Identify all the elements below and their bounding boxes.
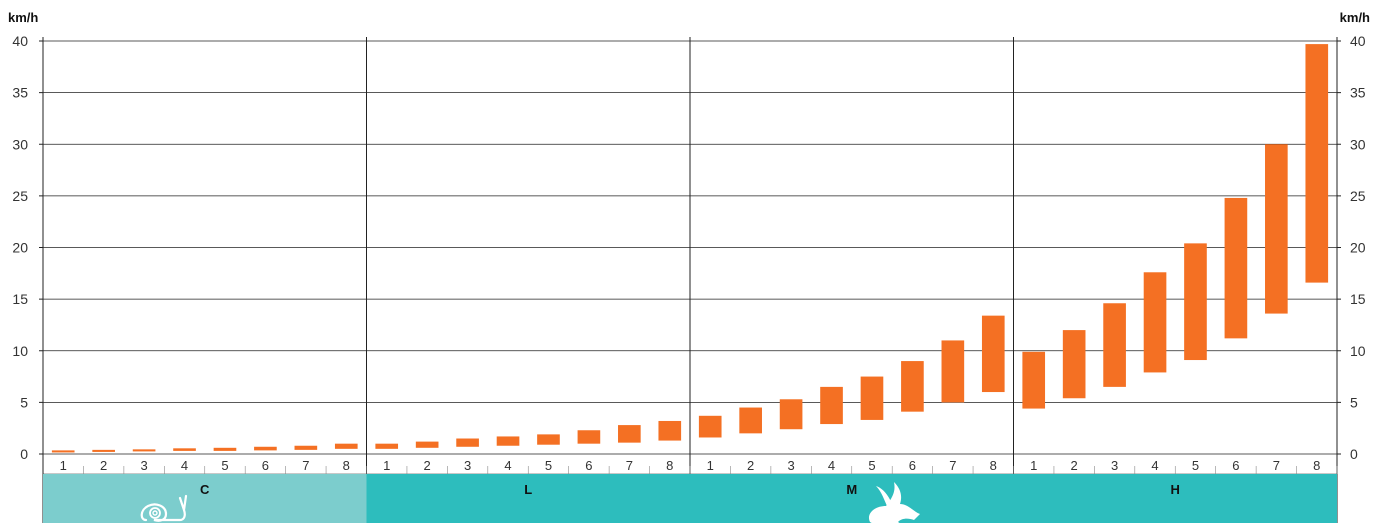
range-band (43, 474, 1337, 523)
y-axis-unit-right: km/h (1340, 10, 1370, 25)
speed-bar-h-4 (1143, 272, 1167, 373)
y-tick-label-right: 40 (1350, 33, 1366, 49)
speed-bar-l-4 (496, 436, 520, 446)
speed-bar-c-1 (51, 450, 75, 453)
gear-label: 8 (666, 458, 673, 473)
range-label-h: H (1171, 482, 1180, 497)
range-label-c: C (200, 482, 210, 497)
speed-bar-h-8 (1305, 44, 1329, 283)
y-tick-label-right: 5 (1350, 394, 1358, 410)
gear-label: 5 (1192, 458, 1199, 473)
gear-label: 5 (221, 458, 228, 473)
y-tick-label-right: 20 (1350, 240, 1366, 256)
gear-label: 4 (181, 458, 188, 473)
y-tick-label-right: 15 (1350, 291, 1366, 307)
gear-label: 5 (868, 458, 875, 473)
speed-bar-c-4 (173, 448, 196, 451)
speed-bar-c-8 (334, 443, 358, 449)
gear-label: 2 (424, 458, 431, 473)
gear-label: 4 (828, 458, 835, 473)
speed-bar-l-7 (618, 425, 641, 443)
gear-label: 1 (383, 458, 390, 473)
speed-bar-h-1 (1022, 351, 1046, 409)
speed-bar-m-2 (739, 407, 762, 434)
gear-label: 6 (1232, 458, 1239, 473)
speed-bar-h-2 (1062, 330, 1086, 399)
y-tick-label-left: 15 (12, 291, 28, 307)
gear-label: 1 (60, 458, 67, 473)
speed-bar-c-6 (254, 446, 277, 451)
range-band-l (366, 474, 690, 523)
y-axis-unit-left: km/h (8, 10, 38, 25)
range-band-h (1013, 474, 1337, 523)
y-tick-label-left: 5 (20, 394, 28, 410)
y-tick-label-left: 0 (20, 446, 28, 462)
y-tick-label-right: 25 (1350, 188, 1366, 204)
range-label-m: M (846, 482, 857, 497)
speed-bars (51, 44, 1329, 453)
gear-label: 6 (909, 458, 916, 473)
y-tick-label-right: 30 (1350, 136, 1366, 152)
range-band-m (690, 474, 1014, 523)
gear-label: 3 (787, 458, 794, 473)
gear-label: 6 (585, 458, 592, 473)
gear-label: 7 (949, 458, 956, 473)
gear-label: 1 (707, 458, 714, 473)
y-tick-label-right: 35 (1350, 85, 1366, 101)
speed-bar-m-4 (820, 386, 843, 425)
y-tick-label-left: 35 (12, 85, 28, 101)
speed-bar-m-1 (698, 415, 722, 438)
speed-bar-c-7 (294, 445, 318, 450)
speed-bar-l-2 (415, 441, 439, 448)
gear-label: 3 (464, 458, 471, 473)
gear-label: 7 (626, 458, 633, 473)
y-tick-label-left: 30 (12, 136, 28, 152)
speed-bar-h-3 (1103, 303, 1126, 387)
speed-bar-c-2 (92, 449, 115, 452)
gear-label: 8 (990, 458, 997, 473)
speed-bar-l-1 (375, 443, 399, 449)
gear-label: 3 (140, 458, 147, 473)
speed-bar-c-5 (213, 447, 237, 451)
speed-bar-h-5 (1184, 243, 1207, 361)
gear-label: 2 (747, 458, 754, 473)
speed-bar-l-5 (537, 434, 560, 445)
gear-label: 7 (1273, 458, 1280, 473)
gear-label: 4 (504, 458, 511, 473)
gear-label: 1 (1030, 458, 1037, 473)
gear-label: 4 (1151, 458, 1158, 473)
speed-bar-l-3 (456, 438, 479, 447)
speed-bar-m-3 (779, 399, 803, 430)
gear-label: 7 (302, 458, 309, 473)
speed-bar-m-5 (860, 376, 884, 420)
y-tick-label-left: 40 (12, 33, 28, 49)
gridlines (39, 37, 1341, 523)
speed-bar-h-7 (1265, 144, 1288, 314)
speed-bar-m-8 (981, 315, 1005, 393)
gear-label: 2 (1071, 458, 1078, 473)
speed-bar-m-6 (901, 361, 924, 412)
range-label-l: L (524, 482, 532, 497)
speed-bar-h-6 (1224, 197, 1248, 339)
speed-bar-l-8 (658, 420, 682, 441)
speed-bar-c-3 (132, 449, 156, 452)
snail-icon (140, 494, 188, 522)
y-tick-label-left: 10 (12, 343, 28, 359)
gear-label: 8 (343, 458, 350, 473)
gear-label: 5 (545, 458, 552, 473)
gear-label: 6 (262, 458, 269, 473)
y-tick-label-left: 20 (12, 240, 28, 256)
gear-label: 2 (100, 458, 107, 473)
y-tick-label-right: 0 (1350, 446, 1358, 462)
gear-label: 3 (1111, 458, 1118, 473)
speed-bar-m-7 (941, 340, 965, 403)
y-tick-label-left: 25 (12, 188, 28, 204)
range-band-c (43, 474, 367, 523)
gear-label: 8 (1313, 458, 1320, 473)
y-tick-label-right: 10 (1350, 343, 1366, 359)
hare-icon (869, 482, 920, 523)
speed-bar-l-6 (577, 430, 601, 444)
